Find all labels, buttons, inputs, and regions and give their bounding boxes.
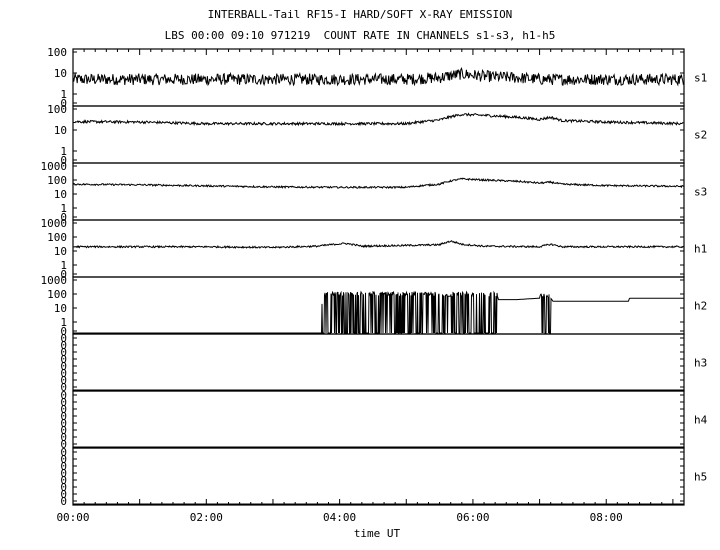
x-axis: 00:00 02:00 04:00 06:00 08:00 (56, 49, 685, 524)
channel-label-h4: h4 (694, 414, 708, 427)
panel-frame (72, 105, 685, 164)
panel-frame (72, 219, 685, 278)
panel-frame (72, 447, 685, 506)
y-tick-label: 100 (47, 231, 67, 244)
y-tick-label: 0 (60, 403, 67, 416)
x-tick-label: 08:00 (590, 511, 623, 524)
panel-frame (72, 162, 685, 221)
x-tick-label: 04:00 (323, 511, 356, 524)
panel-s1: 100 10 10 s1 (47, 46, 707, 110)
channel-label-s2: s2 (694, 129, 707, 142)
y-tick-label: 10 (54, 302, 67, 315)
y-tick-label: 1 (60, 316, 67, 329)
y-tick-label: 10 (54, 245, 67, 258)
y-tick-label: 100 (47, 46, 67, 59)
y-tick-label: 0 (60, 453, 67, 466)
series-line-h2 (73, 290, 684, 334)
y-tick-label: 0 (60, 325, 67, 338)
channel-label-s3: s3 (694, 186, 707, 199)
y-tick-label: 0 (60, 360, 67, 373)
y-tick-label: 0 (60, 353, 67, 366)
channel-label-h1: h1 (694, 243, 707, 256)
y-tick-label: 0 (60, 346, 67, 359)
panels: 1001010s11001010s210001001010s3100010010… (41, 46, 708, 508)
y-tick-label: 100 (47, 288, 67, 301)
series-line-s2 (72, 112, 684, 127)
y-tick-label: 100 (47, 174, 67, 187)
y-tick-label: 0 (60, 410, 67, 423)
y-tick-label: 0 (60, 332, 67, 345)
chart-subtitle: LBS 00:00 09:10 971219 COUNT RATE IN CHA… (164, 29, 556, 42)
panel-frame (72, 333, 685, 392)
y-tick-label: 0 (60, 446, 67, 459)
y-tick-label: 1 (60, 145, 67, 158)
x-tick-label: 02:00 (190, 511, 223, 524)
y-tick-label: 1 (60, 88, 67, 101)
panel-s2: 100 10 10 s2 (47, 103, 707, 167)
y-tick-label: 0 (60, 97, 67, 110)
channel-label-h2: h2 (694, 300, 707, 313)
y-tick-label: 0 (60, 474, 67, 487)
channel-label-s1: s1 (694, 72, 707, 85)
y-tick-label: 0 (60, 211, 67, 224)
y-tick-label: 0 (60, 460, 67, 473)
panel-frame (72, 390, 685, 449)
y-tick-label: 100 (47, 103, 67, 116)
y-tick-label: 0 (60, 431, 67, 444)
y-tick-label: 0 (60, 154, 67, 167)
y-tick-label: 0 (60, 396, 67, 409)
y-tick-label: 0 (60, 268, 67, 281)
y-tick-label: 0 (60, 417, 67, 430)
chart-title: INTERBALL-Tail RF15-I HARD/SOFT X-RAY EM… (207, 8, 513, 21)
series-line-s1 (72, 66, 684, 87)
y-tick-label: 10 (54, 67, 67, 80)
y-tick-label: 0 (60, 374, 67, 387)
y-tick-label: 10 (54, 124, 67, 137)
y-tick-label: 0 (60, 389, 67, 402)
y-tick-label: 0 (60, 488, 67, 501)
y-tick-label: 0 (60, 467, 67, 480)
y-tick-label: 1 (60, 259, 67, 272)
y-tick-label: 10 (54, 188, 67, 201)
x-tick-label: 00:00 (56, 511, 89, 524)
y-tick-label: 1 (60, 202, 67, 215)
y-tick-label: 0 (60, 481, 67, 494)
y-tick-label: 1000 (41, 274, 68, 287)
series-line-s3 (72, 177, 684, 190)
y-tick-label: 0 (60, 495, 67, 508)
y-tick-label: 0 (60, 381, 67, 394)
x-axis-label: time UT (354, 527, 401, 540)
y-tick-label: 0 (60, 367, 67, 380)
x-tick-label: 06:00 (456, 511, 489, 524)
channel-label-h3: h3 (694, 357, 707, 370)
channel-label-h5: h5 (694, 471, 707, 484)
series-line-h1 (72, 240, 684, 249)
y-tick-label: 0 (60, 438, 67, 451)
y-tick-label: 0 (60, 339, 67, 352)
y-tick-label: 1000 (41, 217, 68, 230)
y-tick-label: 0 (60, 424, 67, 437)
y-tick-label: 1000 (41, 160, 68, 173)
